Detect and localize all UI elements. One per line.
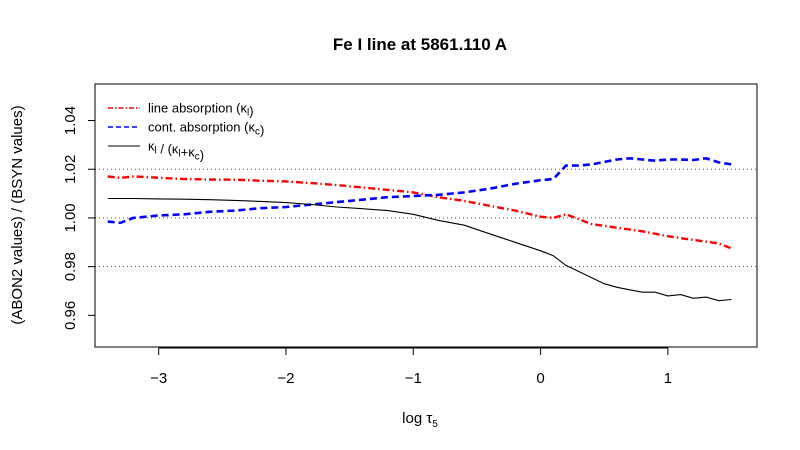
x-axis-label: log τ5 — [402, 410, 438, 430]
x-tick-label: −1 — [405, 370, 422, 387]
x-tick-label: 1 — [664, 370, 672, 387]
series-line-2 — [107, 197, 732, 302]
series-line-1 — [107, 156, 732, 225]
series-lines — [107, 156, 732, 302]
reference-lines — [95, 168, 757, 268]
x-tick-label: −2 — [277, 370, 294, 387]
y-tick-label: 1.00 — [62, 203, 79, 232]
y-axis: 0.96 0.98 1.00 1.02 1.04 — [62, 106, 95, 330]
y-tick-label: 0.96 — [62, 301, 79, 330]
plot-border — [94, 83, 758, 348]
x-axis: −3 −2 −1 0 1 — [150, 347, 672, 387]
legend-label-0: line absorption (κl) — [148, 101, 254, 119]
legend-label-2: κl / (κl+κc) — [148, 139, 204, 163]
y-axis-label: (ABON2 values) / (BSYN values) — [9, 105, 26, 324]
chart-title: Fe I line at 5861.110 A — [333, 35, 507, 54]
legend-label-1: cont. absorption (κc) — [148, 120, 264, 138]
y-tick-label: 1.04 — [62, 106, 79, 135]
y-tick-label: 1.02 — [62, 155, 79, 184]
x-tick-label: 0 — [536, 370, 544, 387]
legend: line absorption (κl)cont. absorption (κc… — [108, 101, 264, 163]
plot-frame — [94, 83, 758, 348]
y-tick-label: 0.98 — [62, 252, 79, 281]
x-tick-label: −3 — [150, 370, 167, 387]
